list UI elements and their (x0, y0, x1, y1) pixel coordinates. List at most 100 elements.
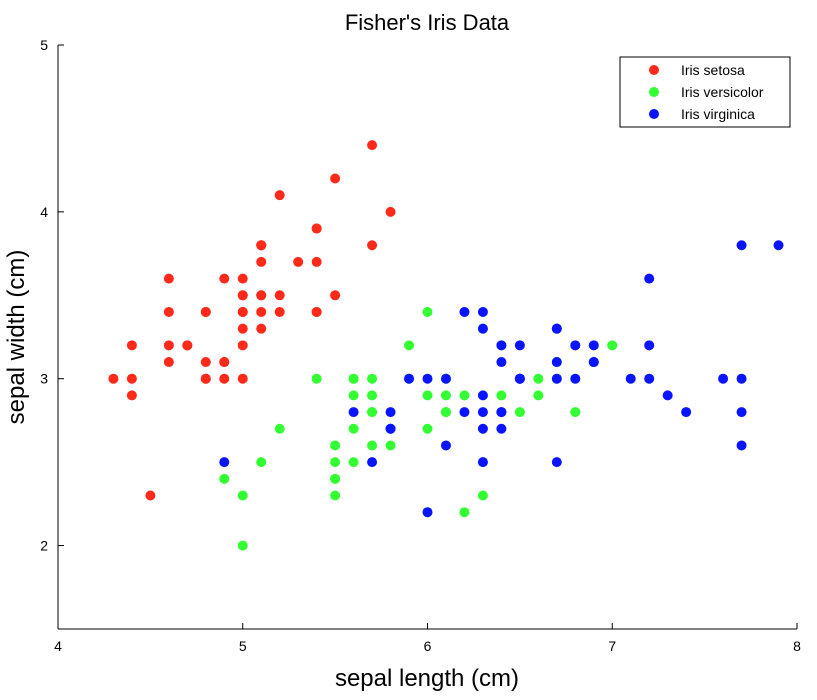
data-point-setosa (163, 306, 174, 317)
data-point-setosa (274, 306, 285, 317)
data-point-virginica (644, 340, 655, 351)
data-point-versicolor (367, 373, 378, 384)
data-point-setosa (237, 340, 248, 351)
data-point-versicolor (533, 373, 544, 384)
data-point-setosa (330, 173, 341, 184)
data-point-virginica (477, 423, 488, 434)
data-point-virginica (662, 390, 673, 401)
data-point-virginica (514, 373, 525, 384)
legend-box (619, 56, 791, 128)
data-point-setosa (274, 190, 285, 201)
data-point-setosa (237, 306, 248, 317)
data-point-virginica (625, 373, 636, 384)
data-point-setosa (293, 256, 304, 267)
data-point-setosa (311, 306, 322, 317)
data-point-virginica (477, 407, 488, 418)
data-point-setosa (311, 223, 322, 234)
data-point-versicolor (367, 390, 378, 401)
data-point-versicolor (422, 390, 433, 401)
data-point-versicolor (440, 407, 451, 418)
x-axis-title: sepal length (cm) (335, 665, 519, 692)
legend-marker-virginica (649, 109, 659, 119)
data-point-setosa (256, 323, 267, 334)
data-point-virginica (736, 240, 747, 251)
data-point-versicolor (237, 490, 248, 501)
y-tick-label: 5 (40, 37, 48, 53)
ticks: 4 5 6 7 8 2 3 4 5 (40, 37, 801, 654)
data-point-virginica (736, 373, 747, 384)
data-point-virginica (496, 340, 507, 351)
legend-marker-setosa (649, 65, 659, 75)
data-point-setosa (182, 340, 193, 351)
data-point-versicolor (607, 340, 618, 351)
data-point-versicolor (440, 390, 451, 401)
x-tick-label: 6 (424, 638, 432, 654)
data-point-setosa (367, 240, 378, 251)
data-point-versicolor (348, 373, 359, 384)
data-point-virginica (496, 357, 507, 368)
data-point-versicolor (219, 473, 230, 484)
data-point-versicolor (496, 390, 507, 401)
data-point-setosa (256, 306, 267, 317)
legend-label-versicolor: Iris versicolor (681, 84, 764, 100)
data-point-setosa (367, 140, 378, 151)
data-point-versicolor (237, 540, 248, 551)
data-point-setosa (126, 390, 137, 401)
data-point-virginica (477, 323, 488, 334)
data-point-virginica (644, 273, 655, 284)
data-point-virginica (477, 390, 488, 401)
x-tick-label: 4 (54, 638, 62, 654)
data-point-virginica (440, 373, 451, 384)
data-point-virginica (736, 440, 747, 451)
data-point-virginica (551, 457, 562, 468)
x-tick-label: 5 (239, 638, 247, 654)
x-tick-label: 7 (608, 638, 616, 654)
data-point-virginica (551, 357, 562, 368)
legend-label-virginica: Iris virginica (681, 106, 755, 122)
data-point-setosa (311, 256, 322, 267)
data-point-virginica (219, 457, 230, 468)
data-point-virginica (496, 423, 507, 434)
data-point-virginica (514, 340, 525, 351)
data-point-virginica (477, 457, 488, 468)
legend-label-setosa: Iris setosa (681, 62, 745, 78)
data-point-setosa (200, 373, 211, 384)
data-point-virginica (385, 423, 396, 434)
data-point-setosa (145, 490, 156, 501)
data-point-versicolor (274, 423, 285, 434)
legend: Iris setosa Iris versicolor Iris virgini… (619, 56, 791, 128)
x-tick-label: 8 (793, 638, 801, 654)
data-point-versicolor (477, 490, 488, 501)
data-point-versicolor (256, 457, 267, 468)
data-point-virginica (422, 507, 433, 518)
data-point-virginica (551, 373, 562, 384)
data-point-setosa (385, 206, 396, 217)
data-point-setosa (237, 273, 248, 284)
data-point-versicolor (348, 423, 359, 434)
data-point-versicolor (385, 440, 396, 451)
data-point-versicolor (330, 473, 341, 484)
data-point-virginica (588, 357, 599, 368)
data-point-versicolor (514, 407, 525, 418)
data-point-virginica (570, 373, 581, 384)
data-point-versicolor (348, 390, 359, 401)
data-point-virginica (588, 340, 599, 351)
y-tick-label: 3 (40, 371, 48, 387)
data-point-versicolor (459, 390, 470, 401)
data-point-setosa (219, 273, 230, 284)
data-point-setosa (126, 340, 137, 351)
data-point-versicolor (348, 457, 359, 468)
data-point-versicolor (330, 440, 341, 451)
data-point-virginica (459, 306, 470, 317)
data-point-setosa (256, 290, 267, 301)
data-point-setosa (200, 306, 211, 317)
data-point-virginica (404, 373, 415, 384)
data-point-versicolor (404, 340, 415, 351)
data-point-setosa (219, 357, 230, 368)
data-point-virginica (644, 373, 655, 384)
data-point-setosa (219, 373, 230, 384)
data-point-versicolor (330, 490, 341, 501)
data-point-virginica (348, 407, 359, 418)
data-point-virginica (681, 407, 692, 418)
